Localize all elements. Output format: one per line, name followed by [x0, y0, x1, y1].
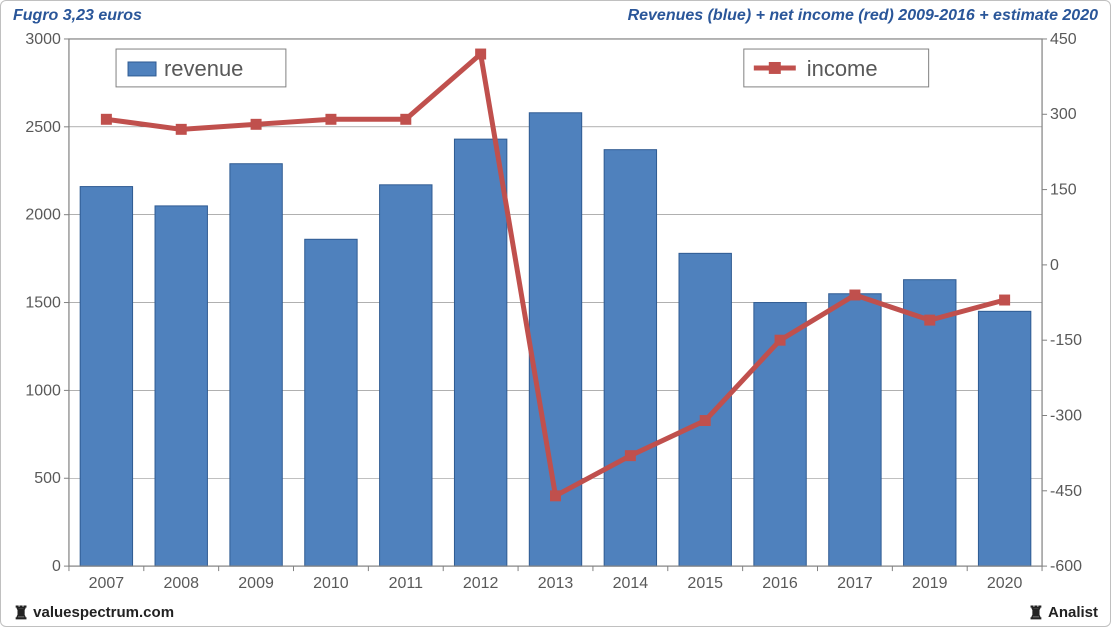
income-marker: [1000, 295, 1010, 305]
rook-icon: ♜: [13, 604, 29, 622]
bar: [305, 239, 357, 566]
y-right-tick: -600: [1050, 558, 1082, 575]
income-marker: [775, 335, 785, 345]
income-marker: [251, 119, 261, 129]
y-right-tick: -150: [1050, 332, 1082, 349]
y-right-tick: -450: [1050, 483, 1082, 500]
income-marker: [850, 290, 860, 300]
income-marker: [551, 491, 561, 501]
income-marker: [401, 114, 411, 124]
bar: [829, 294, 881, 566]
bar: [679, 253, 731, 566]
bar: [230, 164, 282, 566]
y-left-tick: 0: [52, 558, 61, 575]
income-marker: [476, 49, 486, 59]
x-tick: 2012: [463, 575, 499, 592]
watermark-left-text: valuespectrum.com: [33, 604, 174, 621]
y-right-tick: -300: [1050, 407, 1082, 424]
y-left-tick: 1500: [25, 295, 61, 312]
income-marker: [176, 124, 186, 134]
y-right-tick: 0: [1050, 257, 1059, 274]
x-tick: 2017: [837, 575, 873, 592]
income-marker: [326, 114, 336, 124]
x-tick: 2014: [613, 575, 649, 592]
income-marker: [101, 114, 111, 124]
bar: [80, 187, 132, 567]
y-right-tick: 150: [1050, 182, 1077, 199]
bar: [380, 185, 432, 566]
legend-income-label: income: [807, 56, 878, 81]
x-tick: 2019: [912, 575, 948, 592]
y-left-tick: 500: [34, 470, 61, 487]
x-tick: 2020: [987, 575, 1023, 592]
y-left-tick: 1000: [25, 382, 61, 399]
x-tick: 2008: [163, 575, 199, 592]
chart-header: Fugro 3,23 euros Revenues (blue) + net i…: [13, 7, 1098, 29]
y-right-tick: 300: [1050, 106, 1077, 123]
legend-income-marker: [769, 62, 781, 74]
revenue-income-chart: 050010001500200025003000-600-450-300-150…: [11, 31, 1100, 596]
watermark-left: ♜valuespectrum.com: [13, 604, 174, 622]
x-tick: 2015: [687, 575, 723, 592]
watermark-right: ♜Analist: [1028, 604, 1098, 622]
income-marker: [925, 315, 935, 325]
legend-revenue-swatch: [128, 62, 156, 76]
income-marker: [625, 451, 635, 461]
title-right: Revenues (blue) + net income (red) 2009-…: [628, 7, 1098, 25]
y-right-tick: 450: [1050, 31, 1077, 48]
bar: [978, 311, 1030, 566]
legend-revenue-label: revenue: [164, 56, 243, 81]
bar: [604, 150, 656, 566]
bar: [155, 206, 207, 566]
x-tick: 2009: [238, 575, 274, 592]
x-tick: 2011: [389, 575, 423, 592]
y-left-tick: 2000: [25, 207, 61, 224]
x-tick: 2007: [89, 575, 125, 592]
y-left-tick: 3000: [25, 31, 61, 48]
bar: [454, 139, 506, 566]
y-left-tick: 2500: [25, 119, 61, 136]
income-marker: [700, 416, 710, 426]
x-tick: 2010: [313, 575, 349, 592]
x-tick: 2016: [762, 575, 798, 592]
x-tick: 2013: [538, 575, 574, 592]
watermark-right-text: Analist: [1048, 604, 1098, 621]
rook-icon: ♜: [1028, 604, 1044, 622]
title-left: Fugro 3,23 euros: [13, 7, 142, 25]
chart-footer: ♜valuespectrum.com ♜Analist: [13, 600, 1098, 622]
